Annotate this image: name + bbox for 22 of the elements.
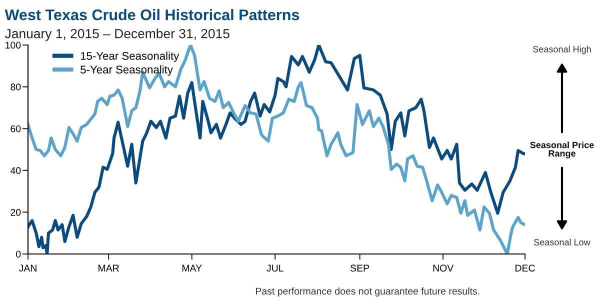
y-tick-label: 100 <box>6 42 21 49</box>
x-tick-label: JUL <box>266 264 284 272</box>
y-tick-label: 20 <box>10 208 21 216</box>
legend-label: 5-Year Seasonality <box>80 65 173 76</box>
x-tick-label: MAY <box>182 264 202 272</box>
text: Seasonal High <box>533 46 591 54</box>
text: Seasonal Low <box>534 238 590 246</box>
y-tick-label: 60 <box>10 125 21 132</box>
chart-subtitle: January 1, 2015 – December 31, 2015 <box>5 28 230 41</box>
x-tick-label: MAR <box>98 264 119 272</box>
line-series <box>28 45 525 254</box>
legend-label: 15-Year Seasonality <box>80 52 180 62</box>
x-tick-label: SEP <box>350 264 369 272</box>
y-tick-label: 0 <box>16 250 21 258</box>
x-tick-label: NOV <box>433 264 454 272</box>
x-tick-label: JAN <box>18 264 36 272</box>
text: Seasonal Price Range <box>530 142 594 158</box>
y-tick-label: 80 <box>10 84 21 90</box>
y-tick-label: 40 <box>10 167 21 174</box>
x-tick-label: DEC <box>516 264 535 272</box>
chart-title: West Texas Crude Oil Historical Patterns <box>4 9 300 20</box>
text: Past performance does not guarantee future results. <box>256 287 480 297</box>
